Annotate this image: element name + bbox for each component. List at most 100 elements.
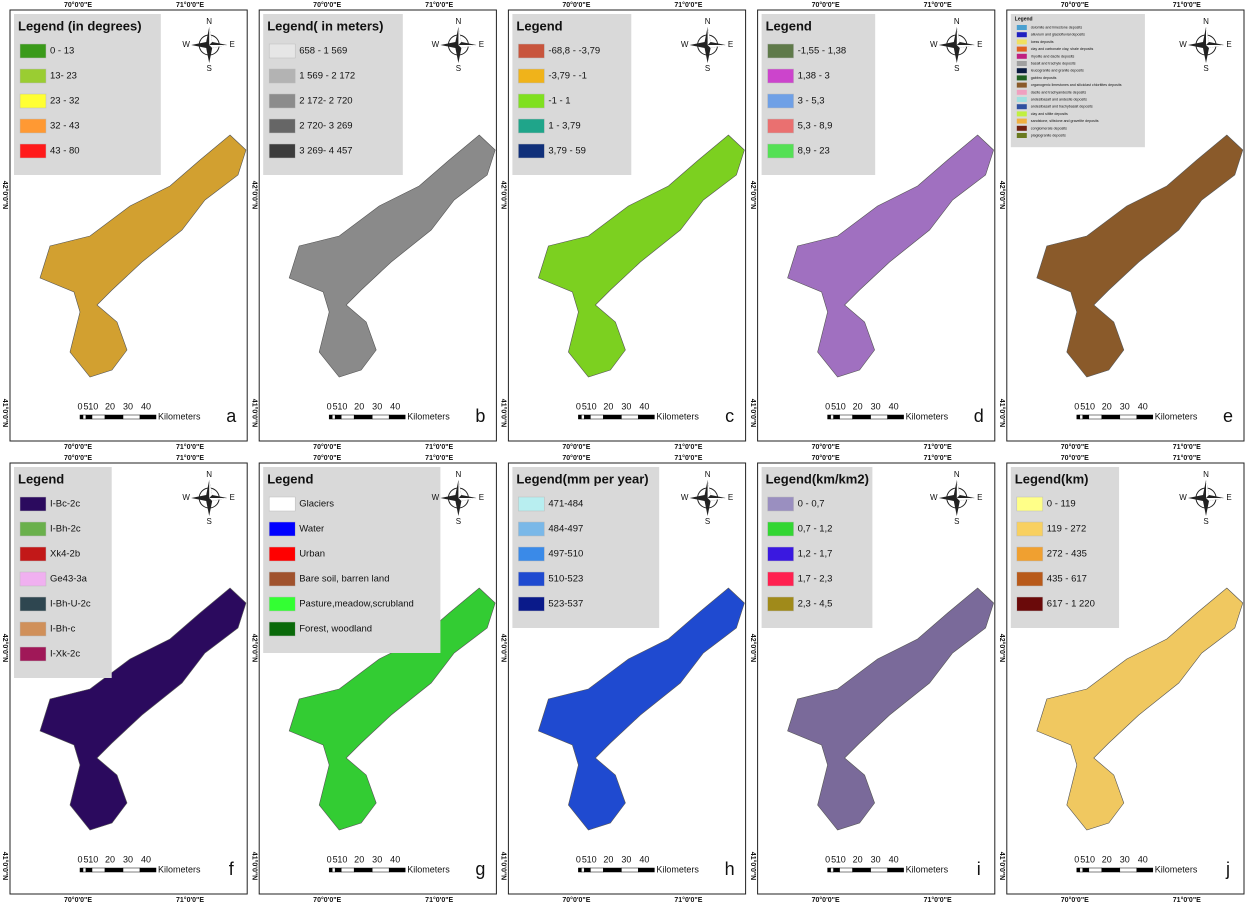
scale-unit: Kilometers: [656, 864, 699, 874]
legend-swatch: [20, 547, 46, 561]
legend-label: 32 - 43: [50, 121, 80, 132]
legend-label: Water: [299, 524, 324, 535]
latitude-label: 42°0'0"N: [998, 634, 1006, 662]
legend-label: 3,79 - 59: [548, 146, 586, 157]
scale-tick-label: 20: [105, 854, 115, 864]
scale-tick-label: 10: [1085, 401, 1095, 411]
scale-bar-segment: [335, 415, 341, 419]
legend-swatch: [20, 647, 46, 661]
legend-swatch: [518, 572, 544, 586]
latitude-label: 41°0'0"N: [250, 852, 258, 880]
compass-letter: N: [705, 470, 711, 479]
scale-bar-segment: [389, 415, 405, 419]
legend-swatch: [269, 94, 295, 108]
longitude-label: 70°0'0"E: [812, 896, 840, 904]
legend-swatch: [20, 44, 46, 58]
map-panel: 70°0'0"E70°0'0"E42°0'0"N71°0'0"E71°0'0"E…: [749, 1, 995, 451]
map-panel: 70°0'0"E70°0'0"E42°0'0"N71°0'0"E71°0'0"E…: [1, 454, 247, 904]
latitude-label: 42°0'0"N: [998, 181, 1006, 209]
longitude-label: 70°0'0"E: [64, 896, 92, 904]
longitude-label: 70°0'0"E: [64, 1, 92, 9]
legend-label: andesibasalt and andesite deposits: [1031, 97, 1087, 101]
map-panel: 70°0'0"E70°0'0"E42°0'0"N71°0'0"E71°0'0"E…: [998, 1, 1244, 451]
scale-bar-segment: [621, 415, 638, 419]
compass-letter: E: [230, 493, 235, 502]
scale-bar-segment: [888, 415, 904, 419]
legend-label: leucogranite and granite deposits: [1031, 69, 1084, 73]
scale-bar-segment: [335, 868, 341, 872]
scale-bar-segment: [140, 415, 156, 419]
scale-bar-segment: [581, 868, 584, 872]
legend-label: I-Bc-2c: [50, 499, 80, 510]
scale-tick-label: 40: [141, 401, 151, 411]
legend-swatch: [768, 547, 794, 561]
scale-bar-segment: [80, 415, 83, 419]
longitude-label: 71°0'0"E: [1173, 443, 1201, 451]
legend-label: sandstone, siltstone and gravelite depos…: [1031, 119, 1099, 123]
compass-letter: S: [456, 517, 461, 526]
scale-bar-segment: [590, 415, 603, 419]
longitude-label: 71°0'0"E: [176, 896, 204, 904]
panel-letter: e: [1223, 406, 1233, 426]
legend-swatch: [20, 119, 46, 133]
legend-title: Legend (in degrees): [18, 18, 142, 33]
latitude-label: 41°0'0"N: [500, 852, 508, 880]
scale-tick-label: 40: [889, 854, 899, 864]
legend-swatch: [20, 497, 46, 511]
scale-bar-segment: [1102, 868, 1120, 872]
legend-swatch: [768, 522, 794, 536]
scale-tick-label: 30: [1120, 854, 1130, 864]
legend-label: 497-510: [548, 549, 583, 560]
legend-title: Legend(km/km2): [766, 471, 869, 486]
latitude-label: 42°0'0"N: [749, 634, 757, 662]
scale-unit: Kilometers: [656, 411, 699, 421]
scale-tick-label: 20: [354, 401, 364, 411]
longitude-label: 70°0'0"E: [812, 1, 840, 9]
legend: Legenddolomite and limestone depositsall…: [1011, 14, 1145, 147]
scale-bar-segment: [853, 415, 871, 419]
longitude-label: 70°0'0"E: [812, 454, 840, 462]
scale-tick-label: 20: [1102, 401, 1112, 411]
legend-label: rhyolite and dacite deposits: [1031, 54, 1075, 58]
legend-title: Legend: [18, 471, 64, 486]
legend-label: 0 - 0,7: [798, 499, 825, 510]
legend-swatch: [518, 522, 544, 536]
scale-bar-segment: [888, 868, 904, 872]
scale-bar-segment: [621, 868, 638, 872]
longitude-label: 71°0'0"E: [176, 454, 204, 462]
legend-label: 2 172- 2 720: [299, 96, 352, 107]
legend-swatch: [269, 622, 295, 636]
longitude-label: 71°0'0"E: [1173, 896, 1201, 904]
legend-swatch: [518, 144, 544, 158]
scale-tick-label: 0: [327, 401, 332, 411]
longitude-label: 70°0'0"E: [1061, 896, 1089, 904]
legend-label: 0 - 119: [1047, 499, 1076, 510]
legend-label: clay and siltite deposits: [1031, 112, 1068, 116]
legend-label: I-Bh-2c: [50, 524, 81, 535]
legend: Legend-68,8 - -3,79-3,79 - -1-1 - 11 - 3…: [512, 14, 631, 175]
compass-letter: N: [206, 470, 212, 479]
scale-bar-segment: [372, 868, 389, 872]
legend-swatch: [269, 44, 295, 58]
scale-bar-segment: [389, 868, 405, 872]
legend-label: Forest, woodland: [299, 624, 372, 635]
scale-bar-segment: [578, 868, 581, 872]
legend-swatch: [1017, 25, 1027, 30]
scale-tick-label: 10: [587, 401, 597, 411]
legend-label: 510-523: [548, 574, 583, 585]
panel-letter: b: [475, 406, 485, 426]
scale-tick-label: 40: [141, 854, 151, 864]
scale-unit: Kilometers: [158, 411, 201, 421]
legend-label: 272 - 435: [1047, 549, 1087, 560]
scale-tick-label: 30: [372, 401, 382, 411]
legend-label: plagiogranite deposits: [1031, 133, 1066, 137]
legend-swatch: [20, 94, 46, 108]
map-panel: 70°0'0"E70°0'0"E42°0'0"N71°0'0"E71°0'0"E…: [250, 1, 496, 451]
longitude-label: 70°0'0"E: [313, 454, 341, 462]
scale-bar-segment: [871, 868, 888, 872]
scale-unit: Kilometers: [906, 864, 949, 874]
legend-swatch: [768, 144, 794, 158]
scale-bar-segment: [828, 868, 831, 872]
scale-tick-label: 20: [1102, 854, 1112, 864]
compass-letter: W: [182, 40, 190, 49]
